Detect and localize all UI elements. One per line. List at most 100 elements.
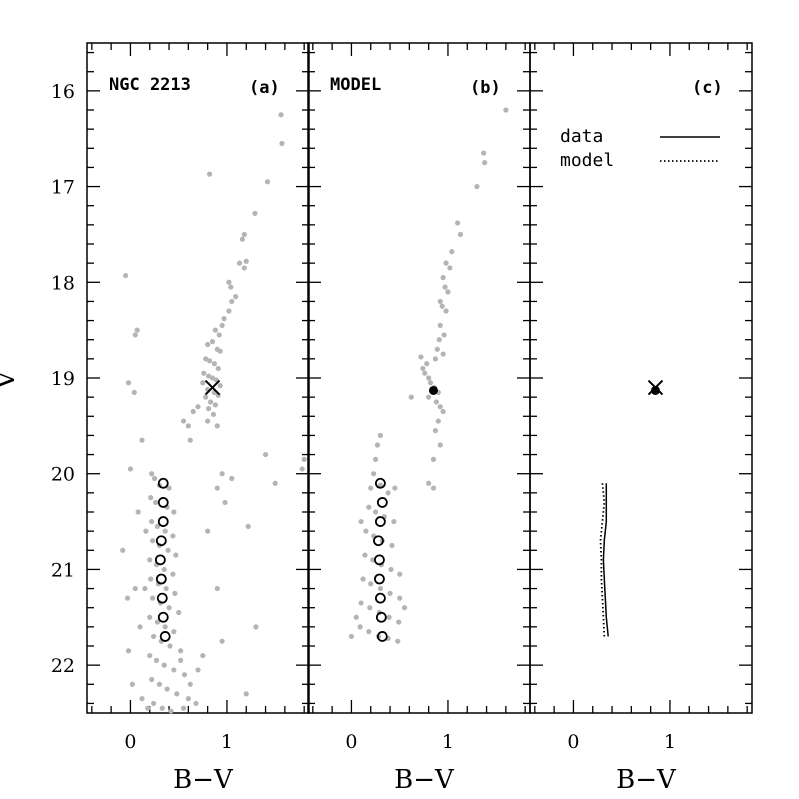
star-point: [210, 411, 217, 417]
panel-c: 0 1 B−V (c) data model: [529, 42, 753, 795]
x-tick-label: 1: [664, 731, 676, 753]
star-point: [372, 456, 379, 462]
ridge-point: [155, 535, 167, 547]
star-point: [149, 518, 155, 525]
star-point: [134, 327, 140, 333]
star-point: [430, 456, 437, 462]
star-point: [190, 408, 196, 415]
star-point: [436, 337, 442, 343]
star-point: [397, 595, 403, 601]
panel-b: 0 1 B−V MODEL (b): [307, 42, 531, 795]
star-point: [418, 354, 424, 360]
star-point: [176, 609, 182, 616]
star-point: [377, 585, 383, 592]
star-point: [457, 231, 464, 238]
star-point: [426, 375, 432, 381]
star-point: [387, 590, 393, 596]
star-point: [395, 638, 401, 644]
star-point: [222, 499, 228, 506]
star-point: [166, 485, 172, 491]
star-point: [151, 475, 158, 482]
star-point: [455, 220, 461, 226]
y-tick-label: 18: [51, 272, 75, 294]
star-point: [443, 308, 449, 314]
star-point: [397, 571, 403, 577]
star-point: [185, 696, 191, 702]
ridge-point: [157, 611, 169, 623]
star-point: [209, 339, 216, 345]
star-point: [301, 456, 307, 462]
star-point: [145, 705, 151, 711]
star-point: [132, 585, 138, 592]
star-point: [161, 566, 167, 573]
star-point: [362, 552, 368, 558]
star-point: [262, 451, 269, 458]
star-point: [366, 504, 372, 510]
star-point: [229, 475, 235, 482]
star-point: [363, 528, 369, 534]
star-point: [153, 657, 160, 663]
star-point: [482, 160, 488, 166]
star-point: [348, 633, 355, 640]
star-point: [272, 480, 278, 486]
star-point: [154, 523, 161, 529]
star-point: [360, 576, 366, 582]
star-point: [353, 614, 359, 620]
star-point: [185, 423, 191, 429]
ridge-point: [154, 554, 166, 566]
star-point: [170, 533, 176, 539]
star-point: [432, 356, 439, 362]
x-axis-title: B−V: [616, 765, 677, 795]
star-point: [441, 332, 447, 338]
ridge-point: [157, 497, 169, 508]
star-point: [503, 107, 509, 113]
star-point: [173, 552, 179, 558]
star-point: [228, 284, 234, 290]
star-point: [357, 624, 363, 630]
star-point: [125, 380, 132, 386]
star-point: [474, 183, 480, 190]
ridge-point: [159, 631, 171, 642]
star-point: [440, 408, 446, 415]
y-tick-label: 17: [51, 177, 75, 199]
star-point: [180, 705, 187, 711]
star-point: [139, 437, 145, 443]
star-point: [120, 547, 126, 553]
ridge-point: [373, 535, 384, 547]
star-point: [132, 332, 138, 338]
star-point: [162, 528, 168, 534]
panel-label: (c): [692, 78, 723, 98]
star-point: [449, 249, 455, 255]
star-point: [245, 523, 251, 529]
star-point: [147, 614, 153, 620]
red-clump-dot-marker: [428, 385, 438, 395]
star-point: [181, 672, 188, 678]
star-point: [243, 258, 249, 264]
star-point: [391, 518, 397, 525]
star-point: [385, 490, 391, 496]
red-clump-cross-marker: [204, 379, 221, 396]
star-point: [206, 406, 212, 412]
star-point: [178, 657, 184, 663]
star-point: [172, 590, 178, 596]
star-point: [371, 471, 377, 477]
star-point: [279, 140, 285, 147]
star-point: [439, 303, 445, 309]
star-point: [187, 437, 193, 443]
star-point: [123, 272, 129, 279]
ridge-point: [374, 573, 385, 585]
star-point: [435, 418, 441, 424]
star-point: [377, 482, 383, 488]
star-point: [396, 619, 402, 625]
plot-frame: [307, 42, 531, 714]
star-point: [445, 289, 451, 295]
star-point: [420, 365, 426, 372]
star-point: [195, 404, 201, 410]
ridge-point: [376, 631, 388, 642]
star-point: [217, 383, 223, 389]
star-point: [437, 404, 443, 410]
star-point: [166, 605, 172, 611]
star-point: [219, 322, 225, 328]
y-tick-label: 22: [51, 655, 75, 677]
star-point: [367, 605, 373, 611]
